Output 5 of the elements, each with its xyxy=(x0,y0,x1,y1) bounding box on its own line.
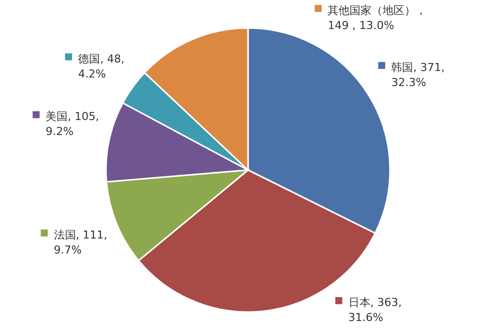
legend-label: 法国, 111, 9.7% xyxy=(54,228,108,256)
legend-label: 日本, 363, 31.6% xyxy=(348,296,402,324)
legend-label: 韩国, 371, 32.3% xyxy=(391,60,445,89)
legend-label: 德国, 48, 4.2% xyxy=(78,52,125,80)
legend-label: 美国, 105, 9.2% xyxy=(46,110,100,138)
